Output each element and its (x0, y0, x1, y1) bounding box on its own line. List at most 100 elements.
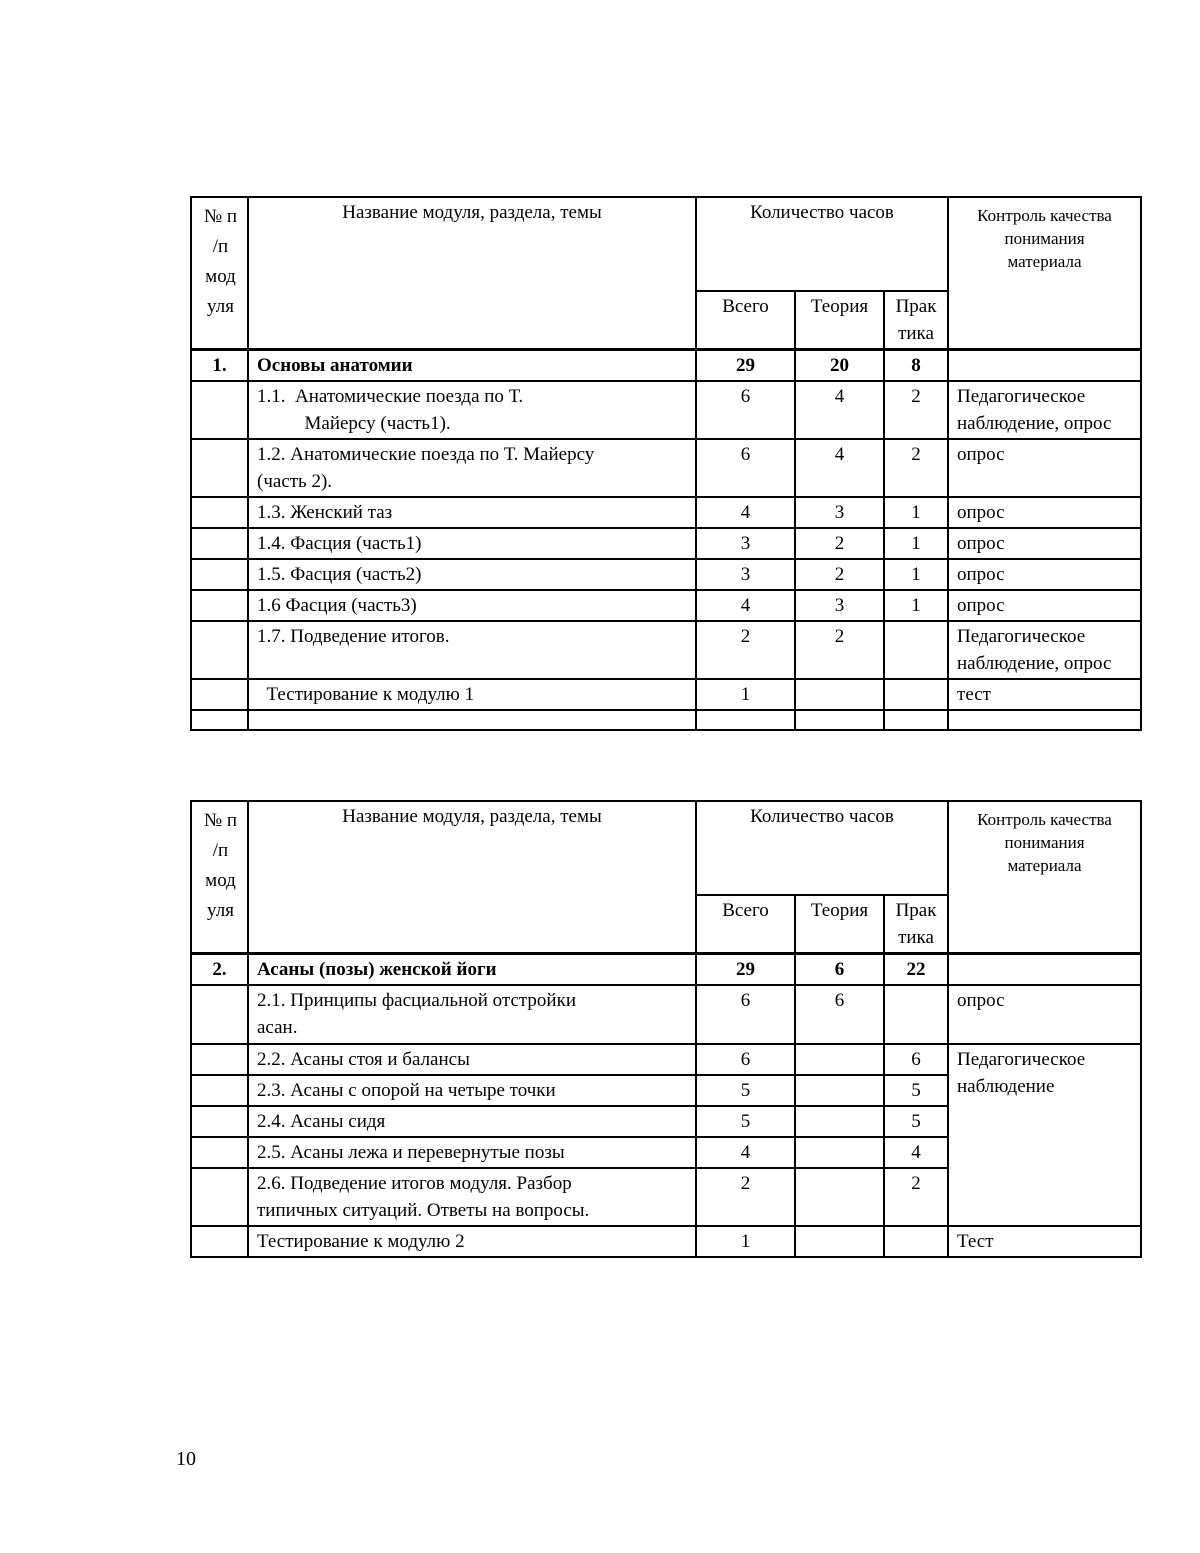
cell-topic-name (247, 709, 697, 731)
cell-module-number (190, 1105, 249, 1138)
header-module-name: Название модуля, раздела, темы (247, 196, 697, 351)
cell-module-name: Основы анатомии (247, 348, 697, 382)
cell-module-number (190, 527, 249, 560)
module-summary-row: 2. Асаны (позы) женской йоги 29 6 22 (190, 952, 1143, 986)
cell-topic-name: 2.5. Асаны лежа и перевернутые позы (247, 1136, 697, 1169)
cell-hours-practice: 2 (882, 380, 950, 440)
cell-hours-total: 4 (695, 496, 796, 529)
page-number: 10 (176, 1448, 196, 1470)
table-row: 1.2. Анатомические поезда по Т. Майерсу … (190, 438, 1143, 498)
cell-hours-theory: 20 (794, 348, 885, 382)
cell-topic-name: Тестирование к модулю 2 (247, 1225, 697, 1258)
cell-hours-total: 29 (695, 952, 796, 986)
cell-topic-name: 1.1. Анатомические поезда по Т. Майерсу … (247, 380, 697, 440)
cell-hours-theory: 4 (794, 380, 885, 440)
cell-hours-practice: 5 (882, 1105, 950, 1138)
cell-control (947, 348, 1143, 382)
table-row: 2.2. Асаны стоя и балансы 6 6 Педагогиче… (190, 1043, 1143, 1227)
cell-control: опрос (947, 527, 1143, 560)
cell-hours-theory (794, 1105, 885, 1138)
cell-module-number: 1. (190, 348, 249, 382)
cell-hours-total: 1 (695, 678, 796, 711)
cell-control (947, 952, 1143, 986)
cell-control: опрос (947, 589, 1143, 622)
cell-hours-practice: 2 (882, 1167, 950, 1227)
cell-hours-theory: 6 (794, 984, 885, 1045)
header-quality-control: Контроль качества понимания материала (947, 196, 1143, 351)
cell-topic-name: 1.5. Фасция (часть2) (247, 558, 697, 591)
cell-hours-theory (794, 1225, 885, 1258)
cell-control: опрос (947, 984, 1143, 1045)
header-hours-practice: Прак тика (882, 290, 950, 351)
cell-hours-theory: 2 (794, 527, 885, 560)
table-row: 2.5. Асаны лежа и перевернутые позы 4 4 (190, 1136, 1141, 1169)
cell-hours-total: 3 (695, 527, 796, 560)
header-hours-theory: Теория (794, 894, 885, 955)
cell-module-number (190, 380, 249, 440)
cell-hours-total: 2 (695, 620, 796, 680)
cell-hours-practice: 5 (882, 1074, 950, 1107)
cell-hours-theory (794, 1136, 885, 1169)
cell-hours-theory (794, 1043, 885, 1076)
header-hours-theory: Теория (794, 290, 885, 351)
table-row (190, 709, 1143, 731)
cell-topic-name: 1.7. Подведение итогов. (247, 620, 697, 680)
header-module-number: № п /п мод уля (190, 196, 249, 351)
cell-hours-theory: 2 (794, 558, 885, 591)
cell-hours-theory (794, 709, 885, 731)
cell-hours-practice: 8 (882, 348, 950, 382)
header-module-name: Название модуля, раздела, темы (247, 800, 697, 955)
cell-hours-theory: 3 (794, 496, 885, 529)
cell-hours-theory (794, 1074, 885, 1107)
cell-module-number (190, 984, 249, 1045)
cell-module-number (190, 589, 249, 622)
cell-module-number (190, 558, 249, 591)
header-hours-group: Количество часов (694, 196, 950, 292)
header-hours-total: Всего (695, 894, 796, 955)
cell-hours-theory (794, 678, 885, 711)
cell-module-number (190, 1167, 249, 1227)
cell-hours-total: 5 (695, 1105, 796, 1138)
cell-module-number (190, 709, 249, 731)
header-hours-total: Всего (695, 290, 796, 351)
cell-hours-practice (882, 984, 950, 1045)
table-row: 2.1. Принципы фасциальной отстройки асан… (190, 984, 1143, 1045)
cell-control (947, 709, 1143, 731)
table-row: Тестирование к модулю 1 1 тест (190, 678, 1143, 711)
cell-module-number (190, 1043, 249, 1076)
cell-hours-total: 6 (695, 1043, 796, 1076)
table-row: 1.7. Подведение итогов. 2 2 Педагогическ… (190, 620, 1143, 680)
cell-module-number (190, 1074, 249, 1107)
cell-module-name: Асаны (позы) женской йоги (247, 952, 697, 986)
table-row: 2.3. Асаны с опорой на четыре точки 5 5 (190, 1074, 1141, 1107)
cell-hours-practice: 1 (882, 496, 950, 529)
cell-hours-theory: 4 (794, 438, 885, 498)
cell-topic-name: 2.1. Принципы фасциальной отстройки асан… (247, 984, 697, 1045)
cell-hours-total: 6 (695, 380, 796, 440)
cell-hours-theory: 6 (794, 952, 885, 986)
cell-module-number (190, 678, 249, 711)
header-quality-control: Контроль качества понимания материала (947, 800, 1143, 955)
table-row: 1.4. Фасция (часть1) 3 2 1 опрос (190, 527, 1143, 560)
cell-hours-total: 6 (695, 438, 796, 498)
cell-control-merged: Педагогическое наблюдение (947, 1043, 1143, 1227)
table-row: 2.6. Подведение итогов модуля. Разбор ти… (190, 1167, 1141, 1227)
cell-topic-name: 1.3. Женский таз (247, 496, 697, 529)
cell-hours-practice (882, 709, 950, 731)
cell-hours-total: 6 (695, 984, 796, 1045)
cell-hours-practice: 22 (882, 952, 950, 986)
cell-hours-practice: 1 (882, 589, 950, 622)
cell-hours-practice (882, 1225, 950, 1258)
cell-control: Тест (947, 1225, 1143, 1258)
cell-module-number: 2. (190, 952, 249, 986)
table-row: 1.1. Анатомические поезда по Т. Майерсу … (190, 380, 1143, 440)
table-row: № п /п мод уля Название модуля, раздела,… (190, 196, 1143, 351)
table-row: Всего Теория Прак тика (191, 290, 1141, 351)
cell-control: опрос (947, 438, 1143, 498)
table-row: 2.4. Асаны сидя 5 5 (190, 1105, 1141, 1138)
cell-hours-theory (794, 1167, 885, 1227)
cell-hours-theory: 3 (794, 589, 885, 622)
module-2-schedule-table: № п /п мод уля Название модуля, раздела,… (190, 800, 1143, 1258)
cell-module-number (190, 620, 249, 680)
cell-hours-total (695, 709, 796, 731)
